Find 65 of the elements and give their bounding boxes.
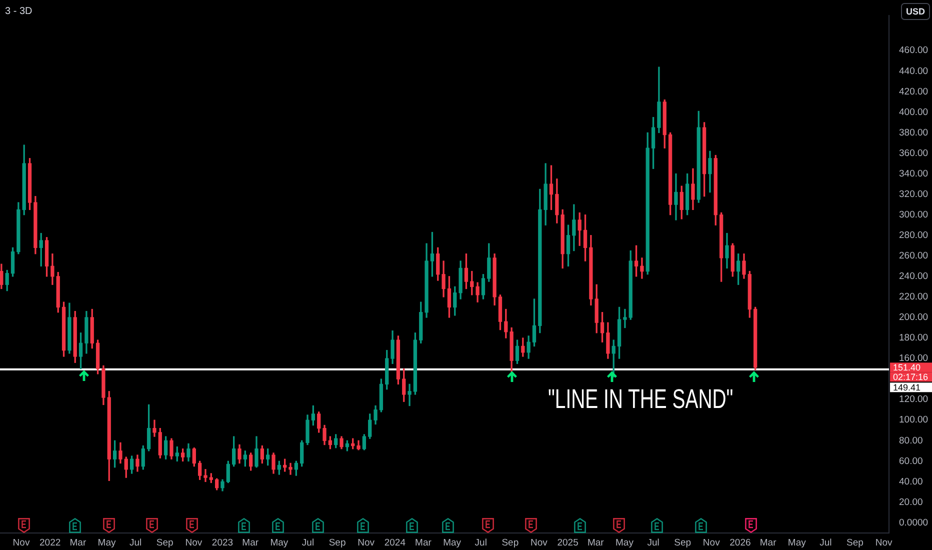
x-tick-label: May <box>788 537 806 548</box>
x-tick-label: Sep <box>502 537 519 548</box>
y-tick-label: 380.00 <box>899 127 928 138</box>
y-tick-label: 320.00 <box>899 188 928 200</box>
x-tick-label: Sep <box>328 537 346 548</box>
y-tick-label: 440.00 <box>899 66 928 77</box>
y-tick-label: 460.00 <box>899 45 928 56</box>
y-tick-label: 360.00 <box>899 148 928 159</box>
y-tick-label: 260.00 <box>899 250 928 262</box>
y-tick-label: 420.00 <box>899 86 928 98</box>
x-tick-label: 2022 <box>40 537 61 548</box>
x-tick-label: 2026 <box>730 537 751 548</box>
y-axis-title: USD <box>906 6 926 16</box>
x-tick-label: Jul <box>474 537 487 548</box>
candlestick <box>288 462 292 475</box>
x-tick-label: Nov <box>702 537 720 548</box>
y-tick-label: 80.00 <box>899 435 923 446</box>
x-tick-label: 2025 <box>557 537 578 548</box>
y-tick-label: 340.00 <box>899 168 928 180</box>
x-tick-label: Sep <box>156 537 174 548</box>
annotation: "LINE IN THE SAND" <box>548 384 734 414</box>
y-tick-label: 160.00 <box>899 353 928 364</box>
text: 02:17:16 <box>893 372 928 382</box>
chart-title: 3 - 3D <box>5 6 32 17</box>
y-tick-label: 280.00 <box>899 230 928 241</box>
x-tick-label: Jul <box>647 537 660 548</box>
y-tick-label: 120.00 <box>899 394 928 406</box>
candlestick <box>204 469 208 482</box>
y-tick-label: 240.00 <box>899 271 928 282</box>
x-tick-label: May <box>270 537 288 548</box>
x-tick-label: May <box>443 537 462 548</box>
x-tick-label: Mar <box>70 537 86 548</box>
x-tick-label: May <box>615 537 634 548</box>
x-tick-label: Mar <box>760 537 776 548</box>
x-tick-label: Mar <box>415 537 432 548</box>
x-tick-label: 2024 <box>384 537 406 548</box>
y-tick-label: 0.0000 <box>899 517 928 528</box>
x-tick-label: Mar <box>242 537 259 548</box>
candlestick <box>623 308 627 328</box>
x-tick-label: Jul <box>302 537 314 548</box>
x-tick-label: 2023 <box>212 537 234 548</box>
candlestick <box>408 384 412 406</box>
x-tick-label: Nov <box>12 537 30 548</box>
x-tick-label: Jul <box>820 537 832 548</box>
x-tick-label: Nov <box>358 537 375 548</box>
y-tick-label: 20.00 <box>899 496 923 508</box>
x-tick-label: Mar <box>587 537 604 548</box>
y-tick-label: 60.00 <box>899 456 923 467</box>
y-tick-label: 180.00 <box>899 332 928 344</box>
x-tick-label: Sep <box>846 537 864 548</box>
x-tick-label: May <box>98 537 116 548</box>
x-tick-label: Jul <box>129 537 142 548</box>
candlestick <box>640 258 644 279</box>
x-tick-label: Nov <box>875 537 892 548</box>
y-tick-label: 300.00 <box>899 209 928 220</box>
x-tick-label: Nov <box>530 537 548 548</box>
x-tick-label: Sep <box>674 537 692 548</box>
y-tick-label: 400.00 <box>899 106 928 118</box>
y-tick-label: 100.00 <box>899 414 928 426</box>
y-tick-label: 220.00 <box>899 292 928 303</box>
x-tick-label: Nov <box>185 537 202 548</box>
y-tick-label: 40.00 <box>899 476 923 488</box>
y-tick-label: 200.00 <box>899 312 928 324</box>
ref-line-label: 149.41 <box>893 382 921 392</box>
text: 151.40 <box>893 362 921 372</box>
